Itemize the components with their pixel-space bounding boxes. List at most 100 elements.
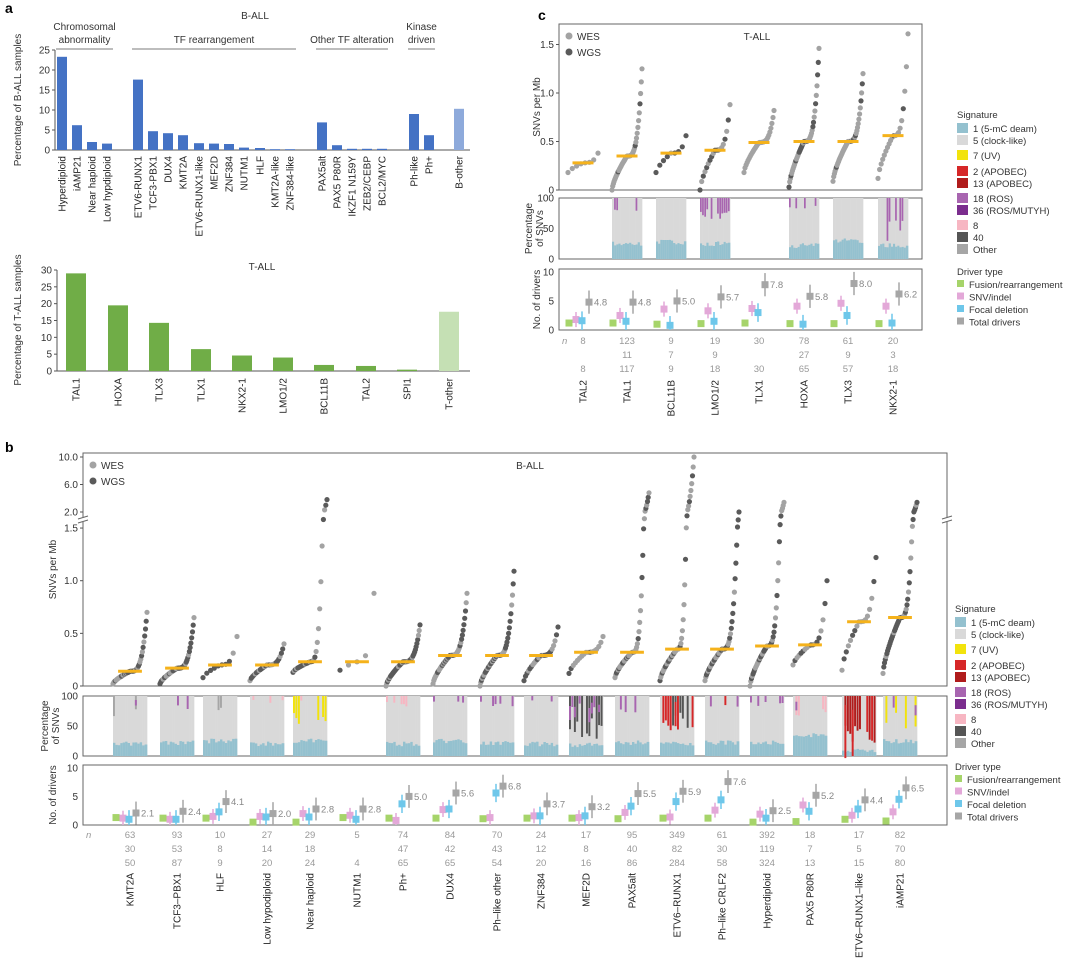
data-point <box>188 640 194 646</box>
signature-bar-clock <box>227 696 231 756</box>
legend-label: 5 (clock-like) <box>971 630 1024 641</box>
data-point <box>189 629 196 635</box>
signature-bar-deam <box>545 743 549 756</box>
panel-label-a: a <box>5 0 13 16</box>
signature-bar-deam <box>622 244 626 259</box>
legend-label: 18 (ROS) <box>973 194 1013 205</box>
signature-bar-ros18 <box>723 198 726 213</box>
signature-bar-deam <box>172 742 175 756</box>
signature-bar-clock <box>721 198 724 259</box>
category-label: IKZF1 N159Y <box>348 156 359 217</box>
data-point <box>775 578 781 584</box>
signature-bar-deam <box>808 244 811 259</box>
signature-bar-deam <box>882 243 885 259</box>
driver-marker-total <box>673 297 681 305</box>
signature-bar-deam <box>667 742 671 756</box>
signature-bar-clock <box>412 696 416 756</box>
data-point <box>843 649 849 655</box>
signature-bar-clock <box>533 696 537 756</box>
signature-bar-clock <box>903 198 907 259</box>
y-axis-label: No. of drivers <box>48 765 59 824</box>
data-point <box>141 639 147 645</box>
data-point <box>905 31 911 37</box>
legend-swatch-uv <box>955 644 966 654</box>
signature-bar-clock <box>890 198 894 259</box>
signature-bar-ros18 <box>710 198 713 219</box>
sample-count: 8 <box>580 336 585 347</box>
data-point <box>190 622 196 628</box>
signature-bar-clock <box>400 696 404 756</box>
total-drivers-value: 3.7 <box>552 799 565 810</box>
driver-marker-focal <box>262 813 270 821</box>
signature-bar-sig8 <box>403 696 405 705</box>
signature-bar-apobec2 <box>724 696 727 706</box>
driver-marker-snv <box>346 811 354 819</box>
sample-count: 8 <box>580 364 585 375</box>
wes-legend-dot <box>89 461 97 469</box>
driver-marker-snv <box>660 305 668 313</box>
data-point <box>653 169 659 176</box>
signature-bar-deam <box>856 748 860 756</box>
data-point <box>142 626 149 632</box>
signature-bar-clock <box>450 696 453 756</box>
data-point <box>362 653 369 659</box>
signature-bar-clock <box>528 696 532 756</box>
signature-bar-apobec13 <box>854 696 857 727</box>
signature-bar-ros18 <box>706 198 709 210</box>
snv-panel-frame <box>558 23 923 191</box>
data-point <box>776 560 782 566</box>
driver-marker-snv <box>392 816 400 824</box>
driver-marker-total <box>588 803 596 811</box>
driver-marker-fusion <box>112 814 120 822</box>
data-point <box>645 494 651 500</box>
signature-bar-deam <box>578 744 582 756</box>
bar <box>270 149 280 150</box>
sample-count: 12 <box>536 844 547 855</box>
signature-bar-clock <box>134 696 138 756</box>
signature-bar-deam <box>727 242 731 259</box>
data-point <box>641 516 648 522</box>
signature-bar-deam <box>723 241 727 259</box>
data-point <box>858 98 864 104</box>
category-label: TAL2 <box>579 380 590 404</box>
signature-bar-deam <box>324 740 328 756</box>
sample-count: 50 <box>125 858 136 869</box>
data-point <box>867 606 873 613</box>
y-tick-label: 0.5 <box>540 137 554 148</box>
signature-bar-clock <box>489 696 493 756</box>
data-point <box>767 129 773 135</box>
axis-break <box>79 517 87 522</box>
driver-marker-fusion <box>339 814 347 822</box>
signature-bar-clock <box>754 696 758 756</box>
signature-bar-clock <box>417 696 421 756</box>
data-point <box>697 187 703 193</box>
data-point <box>319 543 325 549</box>
data-point <box>638 90 644 97</box>
signature-bar-ros18 <box>578 696 581 704</box>
signature-bar-clock <box>662 198 665 259</box>
axis-break-mark <box>941 515 953 520</box>
bar <box>72 125 82 150</box>
signature-bar-clock <box>297 696 301 756</box>
bar <box>148 131 158 150</box>
category-label: MEF2D <box>210 156 221 190</box>
driver-marker-fusion <box>432 814 440 822</box>
data-point <box>728 625 734 631</box>
sample-count: 9 <box>845 350 850 361</box>
signature-bar-deam <box>859 749 862 756</box>
data-point <box>813 101 819 107</box>
signature-bar-deam <box>612 241 615 259</box>
y-tick-label: 50 <box>67 722 79 733</box>
data-point <box>905 596 911 602</box>
signature-bar-deam <box>806 245 809 259</box>
signature-bar-clock <box>307 696 311 756</box>
sample-count: 86 <box>627 858 638 869</box>
signature-bar-deam <box>125 741 128 756</box>
total-drivers-value: 2.4 <box>188 807 201 818</box>
data-point <box>820 617 826 623</box>
signature-bar-clock <box>708 198 712 259</box>
signature-bar-clock <box>843 198 847 259</box>
signature-bar-deam <box>814 243 818 259</box>
y-tick-label: 100 <box>537 194 554 205</box>
signature-bar-deam <box>174 743 178 756</box>
